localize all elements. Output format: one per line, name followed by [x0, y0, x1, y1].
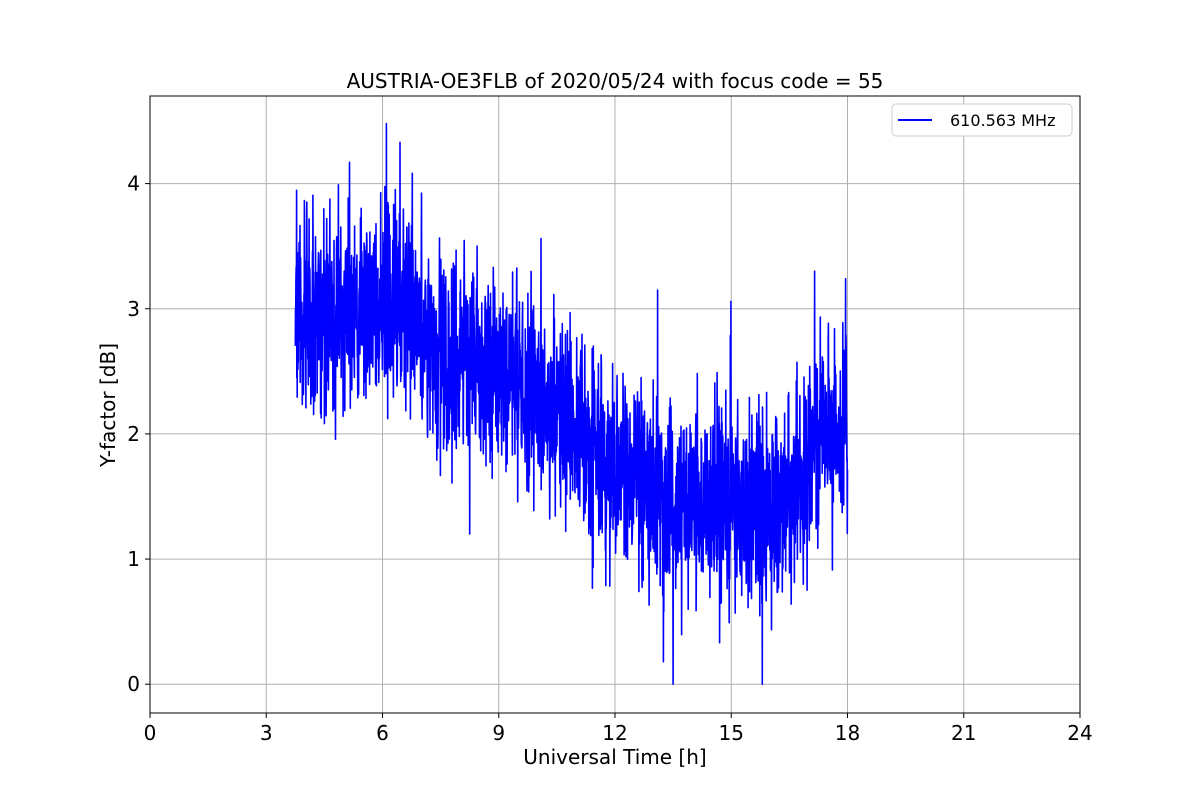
y-tick-label: 1 — [127, 547, 140, 571]
y-axis: 0 1 2 3 4 — [127, 172, 150, 696]
x-tick-label: 0 — [144, 721, 157, 745]
x-tick-label: 15 — [719, 721, 744, 745]
x-axis-label: Universal Time [h] — [523, 745, 706, 769]
y-axis-label: Y-factor [dB] — [96, 343, 120, 468]
x-tick-label: 6 — [376, 721, 389, 745]
x-axis: 0 3 6 9 12 15 18 21 24 — [144, 713, 1093, 745]
x-tick-label: 3 — [260, 721, 273, 745]
y-tick-label: 0 — [127, 672, 140, 696]
legend: 610.563 MHz — [891, 103, 1073, 137]
series-line — [294, 122, 849, 685]
x-tick-label: 9 — [492, 721, 505, 745]
chart-title: AUSTRIA-OE3FLB of 2020/05/24 with focus … — [347, 69, 884, 93]
legend-entry: 610.563 MHz — [950, 111, 1055, 130]
y-tick-label: 3 — [127, 297, 140, 321]
plot-area — [294, 122, 849, 685]
x-tick-label: 21 — [951, 721, 976, 745]
legend-box — [891, 103, 1073, 137]
y-tick-label: 4 — [127, 172, 140, 196]
y-tick-label: 2 — [127, 422, 140, 446]
x-tick-label: 18 — [835, 721, 860, 745]
x-tick-label: 24 — [1067, 721, 1092, 745]
x-tick-label: 12 — [602, 721, 627, 745]
